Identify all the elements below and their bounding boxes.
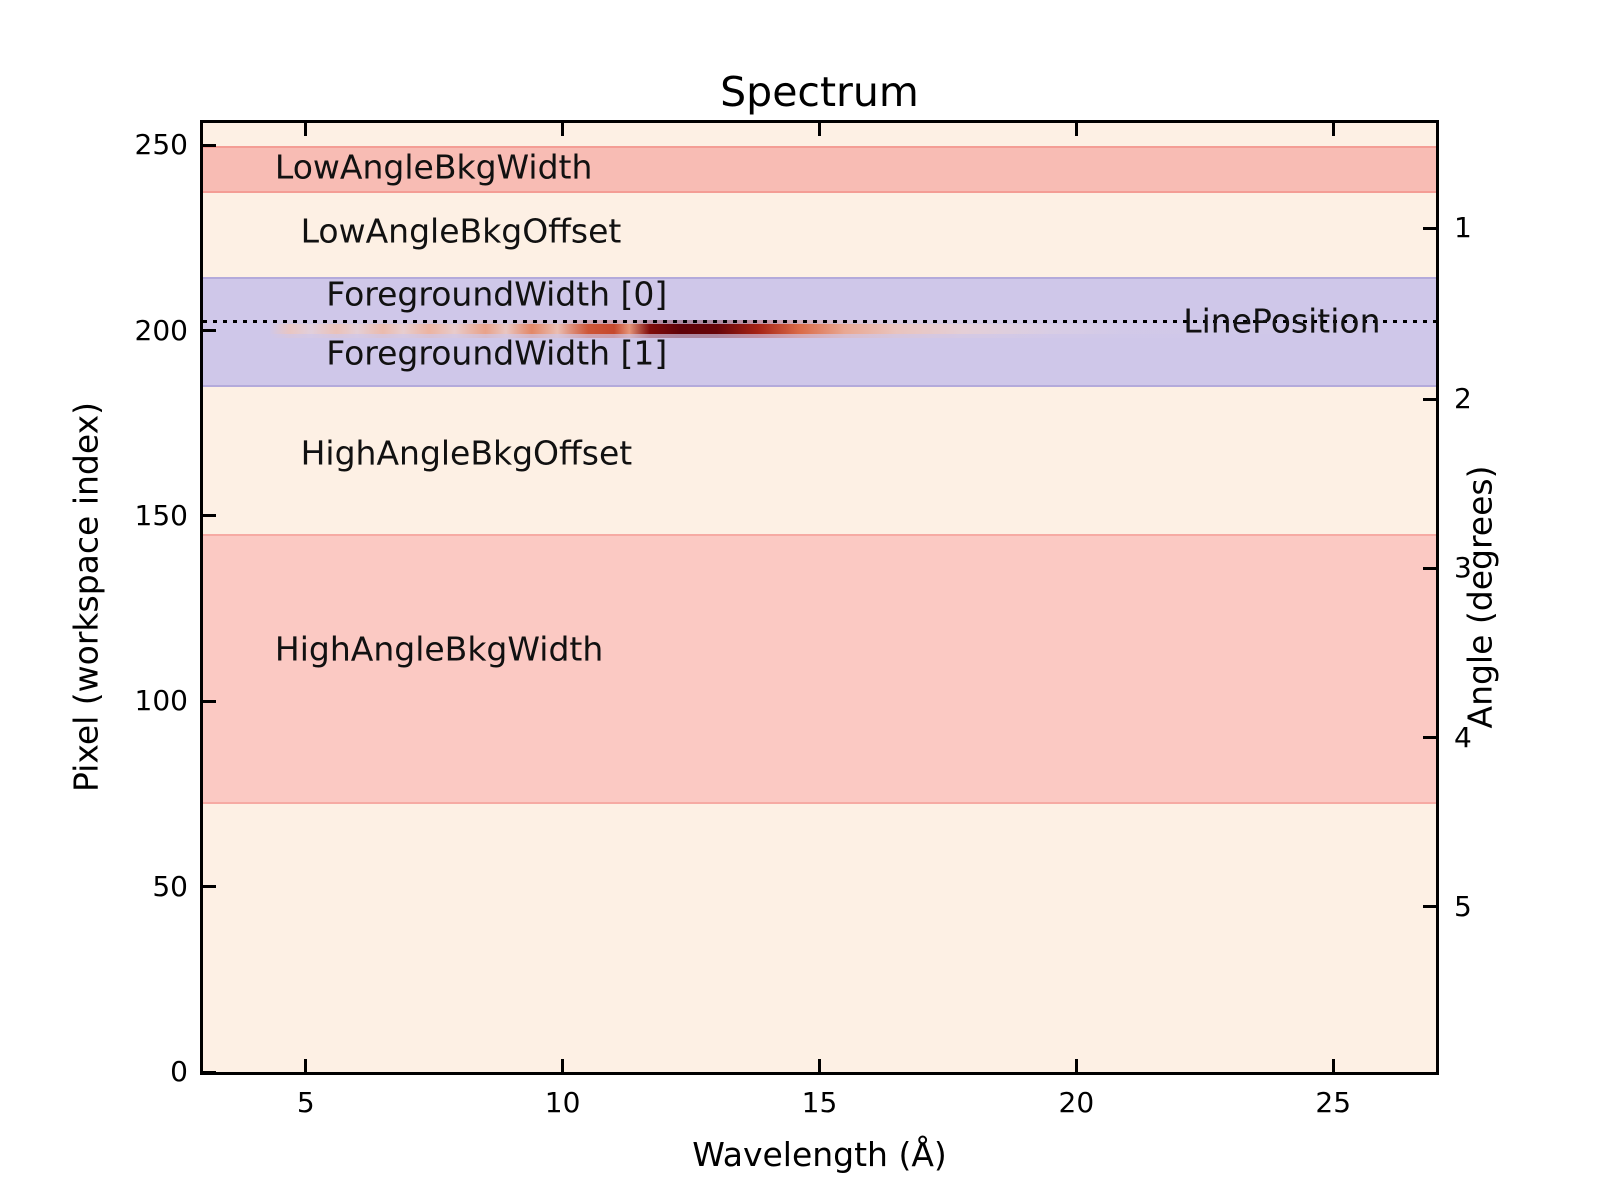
y-left-tick-label: 200 [134, 313, 188, 347]
y-right-tick-label: 1 [1454, 211, 1472, 245]
annotation-lowanglebkgoffset: LowAngleBkgOffset [300, 211, 622, 250]
roi-band-lowanglebkgwidth [203, 145, 1436, 193]
x-tick-label: 20 [1058, 1086, 1095, 1119]
y-tick-right [1423, 226, 1436, 230]
annotation-foregroundwidth-1-: ForegroundWidth [1] [326, 333, 668, 373]
y-left-tick-label: 50 [152, 869, 188, 903]
y-tick-right [1423, 905, 1436, 909]
annotation-highanglebkgwidth: HighAngleBkgWidth [274, 629, 604, 669]
x-tick-top [1331, 123, 1335, 136]
line-position-marker [203, 319, 1436, 323]
plot-area: LowAngleBkgWidth LowAngleBkgOffset Foregro… [200, 120, 1439, 1075]
roi-band-highanglebkgwidth [203, 534, 1436, 804]
annotation-lineposition: LinePosition [1183, 301, 1381, 341]
x-tick-bottom [1331, 1059, 1335, 1072]
x-tick-label: 15 [801, 1086, 838, 1119]
y-axis-label-right: Angle (degrees) [1460, 465, 1500, 729]
y-axis-label-left: Pixel (workspace index) [66, 401, 106, 793]
y-left-tick-label: 0 [170, 1055, 188, 1088]
x-tick-bottom [1074, 1059, 1078, 1072]
x-tick-top [1074, 123, 1078, 136]
y-tick-right [1423, 736, 1436, 740]
x-tick-bottom [561, 1059, 565, 1072]
x-axis-label: Wavelength (Å) [692, 1135, 947, 1174]
annotation-highanglebkgoffset: HighAngleBkgOffset [300, 433, 633, 473]
y-left-tick-label: 100 [134, 684, 188, 718]
y-tick-left [203, 1070, 216, 1074]
x-tick-top [304, 123, 308, 136]
y-right-tick-label: 4 [1454, 720, 1472, 754]
x-tick-label: 25 [1315, 1086, 1352, 1119]
y-tick-left [203, 329, 216, 333]
y-tick-left [203, 699, 216, 703]
x-tick-top [818, 123, 821, 136]
x-tick-bottom [304, 1059, 308, 1072]
y-tick-right [1423, 397, 1436, 401]
y-right-tick-label: 5 [1454, 889, 1472, 923]
chart-title: Spectrum [720, 68, 919, 116]
y-tick-left [203, 514, 216, 518]
annotation-foregroundwidth-0-: ForegroundWidth [0] [326, 274, 668, 314]
y-left-tick-label: 150 [134, 498, 188, 532]
x-tick-label: 10 [544, 1086, 581, 1119]
y-tick-right [1423, 566, 1436, 570]
y-tick-left [203, 143, 216, 147]
x-tick-top [561, 123, 565, 136]
spectrum-intensity-row [203, 324, 1436, 335]
x-tick-label: 5 [296, 1086, 315, 1119]
y-left-tick-label: 250 [134, 128, 188, 162]
x-tick-bottom [818, 1059, 821, 1072]
y-right-tick-label: 2 [1454, 382, 1472, 416]
y-right-tick-label: 3 [1454, 551, 1472, 585]
annotation-lowanglebkgwidth: LowAngleBkgWidth [274, 147, 593, 187]
y-tick-left [203, 885, 216, 889]
